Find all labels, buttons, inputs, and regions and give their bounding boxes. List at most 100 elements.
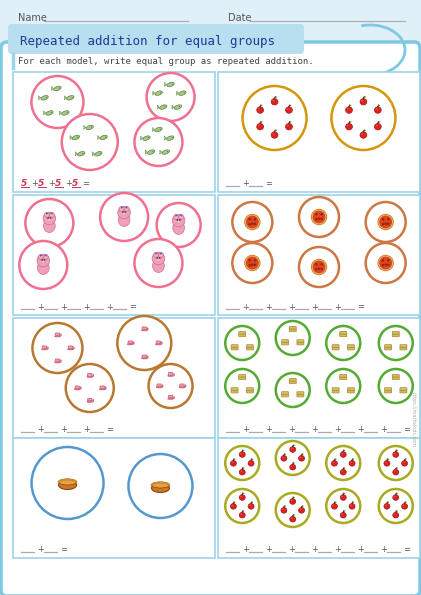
Ellipse shape (396, 493, 398, 494)
Ellipse shape (388, 502, 389, 503)
Text: +: + (242, 546, 249, 555)
Text: +: + (242, 302, 249, 312)
FancyBboxPatch shape (340, 377, 347, 380)
Circle shape (124, 211, 126, 213)
Ellipse shape (347, 125, 349, 126)
Circle shape (225, 326, 259, 360)
Ellipse shape (128, 344, 133, 345)
Ellipse shape (240, 471, 242, 472)
Circle shape (47, 217, 49, 219)
Ellipse shape (155, 344, 161, 345)
Polygon shape (100, 386, 105, 389)
Ellipse shape (293, 497, 295, 498)
Ellipse shape (364, 130, 366, 131)
Ellipse shape (331, 503, 337, 509)
Polygon shape (70, 136, 72, 140)
Circle shape (254, 264, 256, 266)
Ellipse shape (282, 456, 284, 458)
FancyBboxPatch shape (385, 345, 392, 347)
Ellipse shape (378, 105, 380, 106)
Ellipse shape (298, 508, 304, 513)
Circle shape (382, 264, 384, 267)
Circle shape (118, 206, 131, 219)
Polygon shape (50, 212, 53, 215)
Text: =: = (403, 546, 410, 555)
Ellipse shape (282, 509, 284, 510)
Text: 5: 5 (72, 180, 78, 189)
Ellipse shape (290, 105, 291, 106)
Polygon shape (141, 136, 143, 140)
Ellipse shape (335, 502, 336, 503)
Circle shape (245, 255, 260, 271)
Circle shape (246, 215, 259, 228)
FancyBboxPatch shape (393, 333, 399, 335)
Ellipse shape (405, 459, 407, 460)
Circle shape (378, 214, 393, 230)
Ellipse shape (68, 349, 73, 350)
FancyBboxPatch shape (297, 392, 304, 394)
Ellipse shape (243, 450, 245, 451)
Circle shape (382, 259, 384, 262)
Text: 5: 5 (21, 180, 27, 189)
FancyBboxPatch shape (385, 346, 391, 348)
Ellipse shape (67, 96, 74, 100)
FancyBboxPatch shape (333, 389, 338, 392)
Circle shape (25, 199, 73, 247)
Text: =: = (265, 180, 272, 189)
Text: +: + (265, 425, 272, 434)
Ellipse shape (331, 461, 337, 466)
Ellipse shape (240, 453, 242, 454)
Text: +: + (65, 180, 72, 189)
FancyBboxPatch shape (385, 388, 392, 390)
Text: +: + (380, 546, 387, 555)
FancyBboxPatch shape (340, 374, 347, 377)
FancyBboxPatch shape (392, 377, 399, 380)
Ellipse shape (291, 518, 293, 519)
Ellipse shape (272, 100, 274, 101)
Polygon shape (64, 96, 67, 100)
Ellipse shape (271, 132, 278, 138)
FancyBboxPatch shape (239, 374, 246, 377)
Ellipse shape (300, 509, 301, 510)
FancyBboxPatch shape (13, 438, 215, 558)
Polygon shape (156, 341, 161, 344)
Circle shape (177, 219, 179, 221)
Ellipse shape (388, 459, 389, 460)
Text: +: + (380, 425, 387, 434)
Ellipse shape (179, 387, 185, 388)
Ellipse shape (156, 387, 162, 388)
Ellipse shape (346, 124, 352, 130)
Ellipse shape (376, 108, 378, 109)
Ellipse shape (396, 468, 398, 469)
Circle shape (50, 217, 51, 219)
Circle shape (225, 446, 259, 480)
Text: =: = (129, 302, 136, 312)
Polygon shape (55, 333, 60, 336)
Ellipse shape (335, 459, 336, 460)
Ellipse shape (55, 362, 60, 363)
Circle shape (251, 223, 253, 225)
Ellipse shape (291, 465, 293, 467)
FancyBboxPatch shape (393, 376, 399, 378)
Text: Repeated addition for equal groups: Repeated addition for equal groups (20, 36, 275, 49)
Ellipse shape (287, 108, 289, 109)
Circle shape (242, 86, 306, 150)
Circle shape (248, 264, 251, 267)
Circle shape (312, 261, 325, 274)
Text: +: + (37, 546, 44, 555)
FancyBboxPatch shape (289, 381, 296, 384)
Ellipse shape (347, 108, 349, 109)
Text: +: + (357, 546, 364, 555)
FancyBboxPatch shape (218, 438, 420, 558)
Ellipse shape (99, 389, 105, 390)
FancyBboxPatch shape (282, 342, 288, 343)
Circle shape (51, 112, 52, 113)
Circle shape (38, 255, 43, 259)
Ellipse shape (396, 450, 398, 451)
Ellipse shape (298, 456, 304, 461)
FancyBboxPatch shape (297, 342, 304, 345)
Text: +: + (334, 302, 341, 312)
Ellipse shape (257, 107, 264, 113)
Circle shape (378, 255, 393, 271)
Text: Name: Name (18, 13, 47, 23)
